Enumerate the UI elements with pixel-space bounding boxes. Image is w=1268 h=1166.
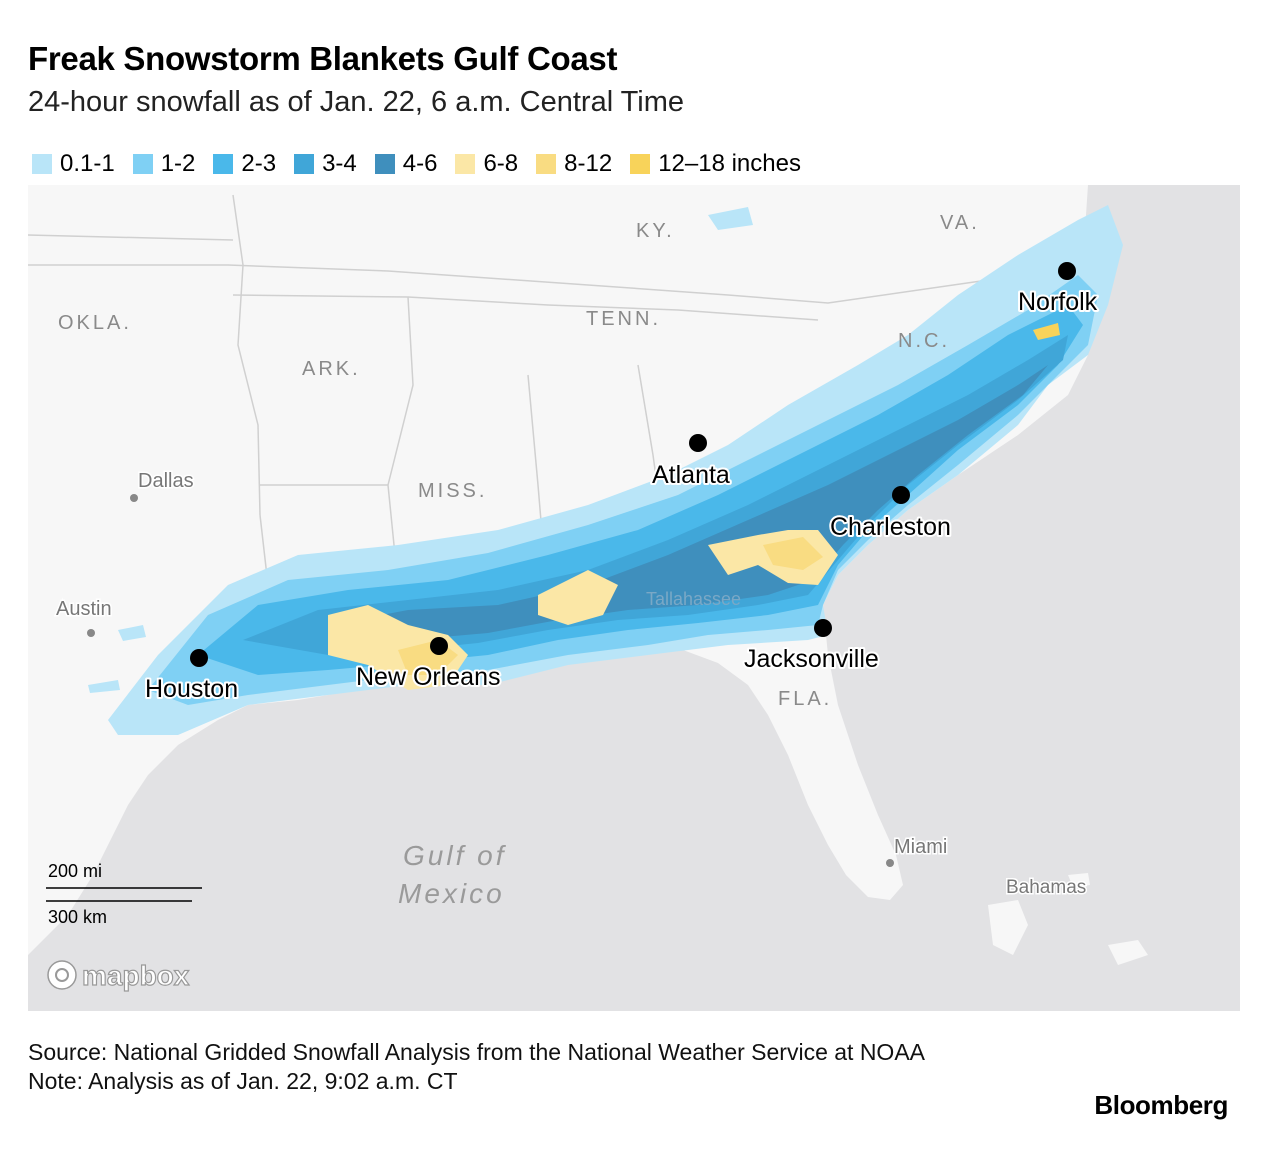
legend-label: 4-6 [402,150,438,177]
legend-item: 6-8 [455,150,518,178]
atlanta-marker[interactable] [689,434,707,452]
mapbox-wordmark: mapbox [82,960,190,991]
island [988,900,1028,955]
chart-title: Freak Snowstorm Blankets Gulf Coast [28,40,618,77]
legend-label: 2-3 [241,150,277,177]
source-note: Source: National Gridded Snowfall Analys… [28,1039,925,1065]
legend-label: 12–18 inches [658,150,801,177]
snow-band-4-6 [328,365,1048,640]
state-label-fla: FLA. [778,688,832,710]
legend-swatch [536,154,557,174]
miami-dot [886,859,894,867]
legend-swatch [32,154,52,174]
legend-swatch [455,154,476,174]
legend-label: 6-8 [483,150,519,177]
mapbox-icon-inner [55,968,69,982]
brand-logo: Bloomberg [1094,1090,1228,1120]
place-label-bahamas: Bahamas [1006,877,1086,898]
state-label-tenn: TENN. [586,308,661,330]
city-label-charleston: Charleston [830,513,951,541]
scale-miles-label: 200 mi [48,861,102,881]
legend-item: 3-4 [294,150,357,178]
city-label-jacksonville: Jacksonville [744,645,879,673]
legend-item: 8-12 [536,150,612,178]
city-label-norfolk: Norfolk [1018,288,1098,316]
island [1108,940,1148,965]
city-label-new-orleans: New Orleans [356,663,501,691]
dallas-dot [130,494,138,502]
analysis-note: Note: Analysis as of Jan. 22, 9:02 a.m. … [28,1068,458,1094]
city-label-atlanta: Atlanta [652,461,730,489]
legend-item: 12–18 inches [630,150,801,178]
water-label-line1: Gulf of [403,840,507,871]
place-label-dallas: Dallas [138,470,194,492]
houston-marker[interactable] [190,649,208,667]
mapbox-icon [47,960,77,990]
legend-item: 4-6 [374,150,438,178]
snow-band-6-8 [538,570,618,625]
legend-swatch [374,154,395,174]
water-label-line2: Mexico [398,878,505,909]
snow-fleck [88,680,120,693]
state-label-va: VA. [940,212,980,234]
snow-band-12-18 [1033,323,1060,340]
jacksonville-marker[interactable] [814,619,832,637]
chart-subtitle: 24-hour snowfall as of Jan. 22, 6 a.m. C… [28,86,685,118]
island [1068,873,1090,887]
legend-swatch [630,154,651,174]
legend-swatch [294,154,315,174]
norfolk-marker[interactable] [1058,262,1076,280]
city-label-houston: Houston [145,675,238,703]
legend-label: 0.1-1 [60,150,115,177]
legend: 0.1-1 1-2 2-3 3-4 4-6 6-8 8-12 12–18 inc… [32,150,819,178]
mapbox-logo[interactable]: mapbox [47,959,190,992]
state-label-ky: KY. [636,220,675,242]
austin-dot [87,629,95,637]
scale-km-label: 300 km [48,907,107,927]
snow-band-8-12 [763,537,823,570]
map[interactable]: KY. VA. OKLA. TENN. N.C. ARK. MISS. FLA.… [28,185,1240,1011]
charleston-marker[interactable] [892,486,910,504]
place-label-tallahassee: Tallahassee [646,589,741,609]
legend-label: 8-12 [564,150,613,177]
state-label-ark: ARK. [302,358,361,380]
state-label-okla: OKLA. [58,312,132,334]
place-label-austin: Austin [56,598,112,620]
legend-item: 2-3 [213,150,276,178]
state-label-miss: MISS. [418,480,487,502]
new-orleans-marker[interactable] [430,637,448,655]
snow-fleck [708,207,753,230]
legend-label: 1-2 [160,150,196,177]
state-label-nc: N.C. [898,330,950,352]
map-canvas: KY. VA. OKLA. TENN. N.C. ARK. MISS. FLA.… [28,185,1240,1011]
legend-label: 3-4 [322,150,357,177]
legend-swatch [213,154,234,174]
footer: Source: National Gridded Snowfall Analys… [28,1038,1008,1096]
legend-swatch [132,154,153,174]
snow-fleck [118,625,146,641]
legend-item: 0.1-1 [32,150,115,178]
place-label-miami: Miami [894,836,947,858]
legend-item: 1-2 [132,150,196,178]
